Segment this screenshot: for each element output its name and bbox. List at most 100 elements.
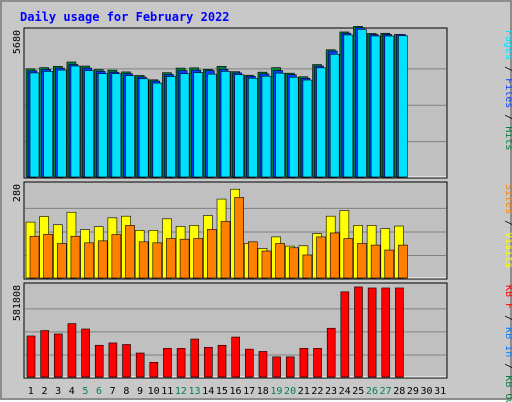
hits-bar-pages — [111, 73, 122, 178]
chart-title: Daily usage for February 2022 — [20, 10, 230, 24]
visits-bar-sites — [275, 243, 285, 279]
visits-bar-sites — [316, 236, 326, 279]
x-tick-label: 17 — [243, 386, 255, 397]
x-tick-label: 20 — [284, 386, 296, 397]
hits-bar-pages — [70, 65, 81, 178]
kbytes-bar-kb-f — [381, 287, 391, 378]
x-tick-label: 27 — [380, 386, 392, 397]
visits-bar-sites — [70, 235, 81, 279]
x-tick-label: 8 — [123, 386, 129, 397]
kbytes-bar-kb-f — [354, 286, 363, 378]
hits-bar-pages — [384, 35, 395, 178]
kbytes-bar-kb-f — [149, 361, 159, 378]
x-tick-label: 21 — [298, 386, 310, 397]
x-tick-label: 18 — [257, 386, 269, 397]
x-tick-label: 3 — [55, 386, 61, 397]
kbytes-bar-kb-f — [94, 344, 104, 378]
x-tick-label: 26 — [366, 386, 378, 397]
visits-bar-sites — [56, 243, 67, 279]
visits-bar-sites — [343, 238, 354, 279]
hits-bar-pages — [125, 75, 135, 178]
hits-bar-pages — [220, 71, 231, 178]
kbytes-bar-kb-f — [40, 330, 49, 378]
visits-bar-sites — [248, 241, 258, 279]
kbytes-y-max-label: 581808 — [12, 285, 23, 321]
hits-bar-pages — [370, 35, 381, 178]
kbytes-bar-kb-f — [285, 356, 295, 378]
legend-entry: / — [503, 357, 512, 375]
x-tick-label: 30 — [421, 386, 433, 397]
kbytes-bar-kb-f — [108, 342, 118, 378]
x-tick-label: 7 — [110, 386, 116, 397]
hits-bar-pages — [56, 69, 67, 178]
hits-bar-pages — [166, 76, 176, 178]
x-tick-label: 11 — [161, 386, 173, 397]
hits-bar-pages — [193, 72, 204, 178]
visits-bar-sites — [125, 225, 135, 279]
legend-entry: Visits — [503, 232, 512, 268]
x-tick-label: 6 — [96, 386, 102, 397]
visits-bar-sites — [43, 233, 53, 279]
legend-entry: / — [503, 309, 512, 327]
visits-bar-sites — [302, 254, 313, 279]
x-tick-label: 12 — [175, 386, 187, 397]
hits-bar-pages — [138, 78, 149, 178]
visits-bar-sites — [357, 243, 367, 279]
visits-bar-sites — [370, 244, 381, 279]
kbytes-bar-kb-f — [340, 291, 350, 378]
visits-bar-sites — [152, 242, 163, 279]
hits-bar-pages — [29, 72, 40, 178]
hits-bar-pages — [43, 71, 53, 178]
kbytes-bar-kb-f — [81, 328, 90, 378]
visits-bar-sites — [111, 234, 122, 279]
visits-bar-sites — [398, 244, 408, 279]
x-tick-label: 24 — [339, 386, 351, 397]
kbytes-bar-kb-f — [395, 287, 404, 378]
kbytes-bar-kb-f — [67, 323, 77, 378]
kbytes-bar-kb-f — [367, 287, 377, 378]
kbytes-bar-kb-f — [135, 352, 145, 378]
legend-entry: Files — [503, 78, 512, 108]
hits-bar-pages — [398, 35, 408, 178]
visits-bar-sites — [193, 238, 204, 279]
hits-bar-pages — [84, 70, 94, 178]
kbytes-bar-kb-f — [258, 351, 268, 378]
hits-legend: Pages / Files / Hits — [503, 30, 512, 150]
x-tick-label: 14 — [202, 386, 214, 397]
kbytes-bar-kb-f — [122, 344, 131, 378]
hits-y-max-label: 5680 — [12, 30, 23, 54]
x-tick-label: 4 — [69, 386, 75, 397]
x-tick-label: 31 — [434, 386, 446, 397]
hits-bar-pages — [234, 74, 244, 178]
hits-bar-pages — [329, 54, 340, 178]
kbytes-bar-kb-f — [326, 327, 336, 378]
x-tick-label: 16 — [229, 386, 241, 397]
visits-bar-sites — [234, 197, 244, 279]
hits-bar-pages — [207, 73, 217, 178]
visits-bar-sites — [384, 249, 395, 279]
legend-entry: KB In — [503, 327, 512, 357]
hits-bar-pages — [179, 73, 190, 178]
kbytes-bar-kb-f — [163, 348, 172, 378]
kbytes-bar-kb-f — [176, 348, 186, 378]
visits-bar-sites — [84, 242, 94, 279]
visits-bar-sites — [261, 250, 272, 279]
x-tick-label: 25 — [352, 386, 364, 397]
hits-bar-pages — [275, 72, 285, 178]
visits-bar-sites — [207, 229, 217, 279]
legend-entry: Sites — [503, 184, 512, 214]
legend-entry: Hits — [503, 126, 512, 150]
kbytes-bar-kb-f — [26, 335, 36, 378]
kbytes-bar-kb-f — [245, 348, 254, 378]
visits-legend: Sites / Visits — [503, 184, 512, 268]
kbytes-bar-kb-f — [231, 336, 240, 378]
x-tick-label: 13 — [189, 386, 201, 397]
hits-bar-pages — [288, 76, 299, 178]
hits-bar-pages — [357, 29, 367, 178]
visits-bar-sites — [166, 238, 176, 279]
legend-entry: / — [503, 108, 512, 126]
hits-bar-pages — [343, 34, 354, 178]
hits-bar-pages — [152, 82, 163, 178]
